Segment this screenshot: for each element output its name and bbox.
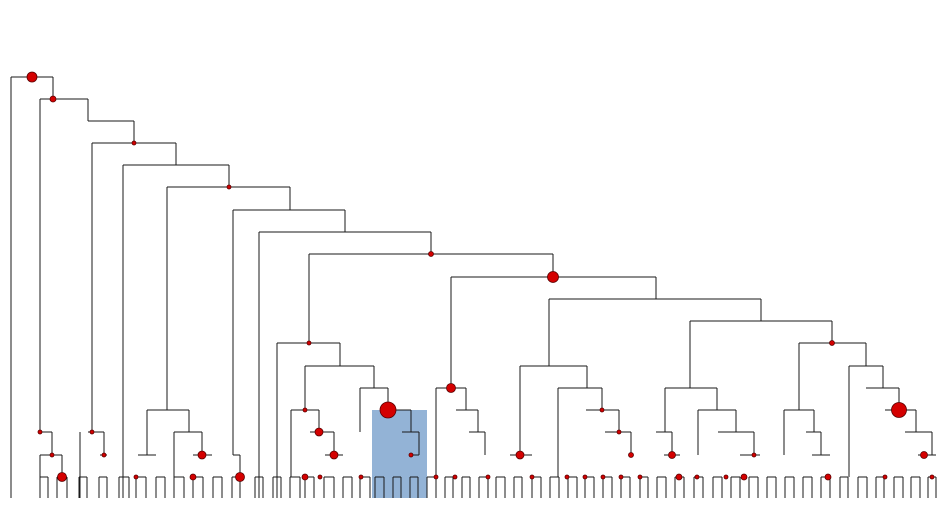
node-marker[interactable] (882, 474, 888, 480)
node-marker[interactable] (314, 427, 324, 437)
node-marker[interactable] (329, 450, 339, 460)
node-marker[interactable] (131, 140, 137, 146)
node-marker[interactable] (226, 184, 232, 190)
node-marker[interactable] (57, 472, 67, 482)
node-marker[interactable] (197, 450, 207, 460)
node-marker[interactable] (564, 474, 570, 480)
node-marker[interactable] (49, 95, 57, 103)
node-marker[interactable] (637, 474, 643, 480)
node-marker[interactable] (37, 429, 43, 435)
node-marker[interactable] (433, 474, 439, 480)
node-marker[interactable] (235, 472, 245, 482)
node-marker[interactable] (751, 452, 757, 458)
node-marker[interactable] (428, 251, 434, 257)
node-marker[interactable] (740, 473, 748, 481)
node-marker[interactable] (408, 452, 414, 458)
node-marker[interactable] (101, 452, 107, 458)
node-marker[interactable] (452, 474, 458, 480)
node-marker[interactable] (616, 429, 622, 435)
node-marker[interactable] (446, 383, 456, 393)
node-marker[interactable] (302, 407, 308, 413)
node-marker[interactable] (306, 340, 312, 346)
node-marker[interactable] (675, 473, 683, 481)
node-marker[interactable] (515, 450, 525, 460)
node-marker[interactable] (358, 474, 364, 480)
node-marker[interactable] (628, 452, 634, 458)
node-marker[interactable] (618, 474, 624, 480)
node-marker[interactable] (599, 407, 605, 413)
node-marker[interactable] (547, 271, 559, 283)
node-marker[interactable] (301, 473, 309, 481)
node-marker[interactable] (317, 474, 323, 480)
node-marker[interactable] (891, 402, 907, 418)
node-marker[interactable] (929, 474, 935, 480)
node-marker[interactable] (189, 473, 197, 481)
node-marker[interactable] (379, 401, 397, 419)
node-marker[interactable] (133, 474, 139, 480)
node-marker[interactable] (485, 474, 491, 480)
node-marker[interactable] (694, 474, 700, 480)
node-marker[interactable] (89, 429, 95, 435)
node-marker[interactable] (723, 474, 729, 480)
node-marker[interactable] (26, 71, 38, 83)
node-marker[interactable] (824, 473, 832, 481)
node-marker[interactable] (582, 474, 588, 480)
node-marker[interactable] (829, 340, 835, 346)
node-marker[interactable] (600, 474, 606, 480)
node-marker[interactable] (668, 451, 676, 459)
node-marker[interactable] (49, 452, 55, 458)
node-marker[interactable] (920, 451, 928, 459)
node-marker[interactable] (529, 474, 535, 480)
